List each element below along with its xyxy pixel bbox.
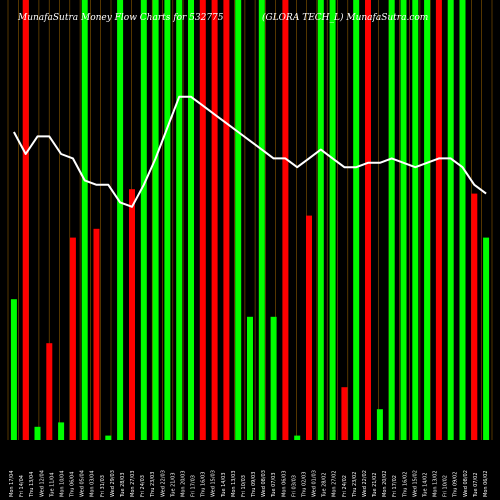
chart-bar [400, 0, 407, 440]
chart-bar [188, 0, 194, 440]
chart-bar [447, 0, 454, 440]
x-tick-label: Fri 10/03 [241, 475, 247, 497]
x-tick-label: Mon 03/04 [90, 470, 96, 497]
bars-layer [10, 0, 490, 440]
x-tick-label: Thu 02/03 [302, 472, 308, 498]
chart-bar [376, 409, 383, 440]
x-tick-label: Tue 21/03 [170, 472, 176, 498]
x-tick-label: Wed 22/03 [160, 470, 166, 497]
x-tick-label: Tue 28/02 [322, 472, 328, 498]
x-tick-label: Thu 09/03 [251, 472, 257, 498]
chart-bar [81, 0, 88, 440]
chart-bar [483, 237, 490, 440]
x-tick-label: Fri 24/03 [140, 475, 146, 497]
chart-bar [317, 0, 324, 440]
x-tick-label: Fri 17/03 [191, 475, 197, 497]
x-tick-label: Mon 20/02 [382, 470, 388, 497]
x-tick-label: Wed 15/03 [211, 470, 217, 497]
chart-bar [34, 426, 41, 440]
x-tick-label: Thu 16/02 [402, 472, 408, 498]
chart-bar [388, 0, 395, 440]
chart-bar [152, 0, 159, 440]
chart-bar [247, 316, 253, 440]
chart-bar [129, 189, 135, 440]
chart-bar [164, 0, 171, 440]
chart-bar [105, 435, 112, 440]
x-tick-label: Mon 27/02 [332, 470, 338, 497]
x-tick-label: Wed 22/02 [362, 470, 368, 497]
x-tick-label: Fri 03/03 [291, 475, 297, 497]
chart-bar [270, 316, 277, 440]
x-tick-label: Wed 05/04 [80, 470, 86, 497]
x-tick-label: Mon 13/03 [231, 470, 237, 497]
chart-bar [10, 299, 17, 440]
x-tick-label: Fri 10/02 [443, 475, 449, 497]
x-tick-labels: Mon 17/04 Fri 14/04 Thu 13/04 Wed 12/04 Tue … [9, 470, 489, 498]
x-tick-label: Thu 13/04 [29, 472, 35, 498]
chart-bar [46, 343, 53, 440]
x-tick-label: Tue 14/03 [221, 472, 227, 498]
x-tick-label: Mon 27/03 [130, 470, 136, 497]
chart-bar [58, 422, 65, 440]
money-flow-line [13, 95, 487, 208]
x-tick-label: Mon 20/03 [181, 470, 187, 497]
chart-bar [435, 0, 442, 440]
chart-bar [329, 0, 336, 440]
chart-bar [140, 0, 147, 440]
chart-bar [211, 0, 218, 440]
x-tick-label: Mon 06/02 [483, 470, 489, 497]
chart-bar [93, 228, 100, 440]
chart-bar [235, 0, 242, 440]
chart-bar [306, 215, 312, 440]
x-tick-label: Fri 14/04 [19, 475, 25, 497]
x-tick-label: Mon 17/04 [9, 470, 15, 497]
x-tick-label: Thu 06/04 [70, 472, 76, 498]
x-tick-label: Wed 29/03 [110, 470, 116, 497]
x-tick-label: Fri 24/02 [342, 475, 348, 497]
x-tick-label: Wed 12/04 [39, 470, 45, 497]
x-tick-label: Fri 31/03 [100, 475, 106, 497]
chart-bar [258, 0, 265, 440]
chart-bar [22, 0, 29, 440]
x-tick-label: Fri 17/02 [392, 475, 398, 497]
chart-bar [353, 0, 360, 440]
x-tick-label: Thu 16/03 [201, 472, 207, 498]
x-tick-label: Mon 10/04 [60, 470, 66, 497]
chart-bar [294, 435, 301, 440]
chart-bar [424, 0, 431, 440]
x-tick-label: Tue 28/03 [120, 472, 126, 498]
x-tick-label: Wed 08/02 [463, 470, 469, 497]
x-tick-label: Thu 23/03 [150, 472, 156, 498]
x-tick-label: Thu 09/02 [453, 472, 459, 498]
chart-title-left: MunafaSutra Money Flow Charts for 532775 [17, 13, 224, 23]
x-tick-label: Thu 23/02 [352, 472, 358, 498]
chart-title-right: (GLORA TECH_L) MunafaSutra.com [262, 12, 428, 23]
chart-bar [412, 0, 419, 440]
x-tick-label: Tue 07/03 [271, 472, 277, 498]
chart-bar [341, 387, 348, 440]
x-tick-label: Wed 08/03 [261, 470, 267, 497]
x-tick-label: Tue 07/02 [473, 472, 479, 498]
x-tick-label: Tue 14/02 [423, 472, 429, 498]
chart-bar [459, 0, 466, 440]
chart-bar [365, 0, 371, 440]
x-tick-label: Mon 13/02 [433, 470, 439, 497]
x-tick-label: Mon 06/03 [281, 470, 287, 497]
chart-bar [282, 0, 289, 440]
x-tick-label: Wed 15/02 [412, 470, 418, 497]
chart-bar [471, 193, 478, 440]
x-tick-label: Tue 21/02 [372, 472, 378, 498]
x-tick-label: Tue 11/04 [49, 472, 55, 498]
chart-bar [223, 0, 230, 440]
chart-bar [69, 237, 76, 440]
chart-bar [117, 0, 124, 440]
chart-bar [199, 0, 206, 440]
chart-bar [176, 0, 183, 440]
x-tick-label: Wed 01/03 [312, 470, 318, 497]
